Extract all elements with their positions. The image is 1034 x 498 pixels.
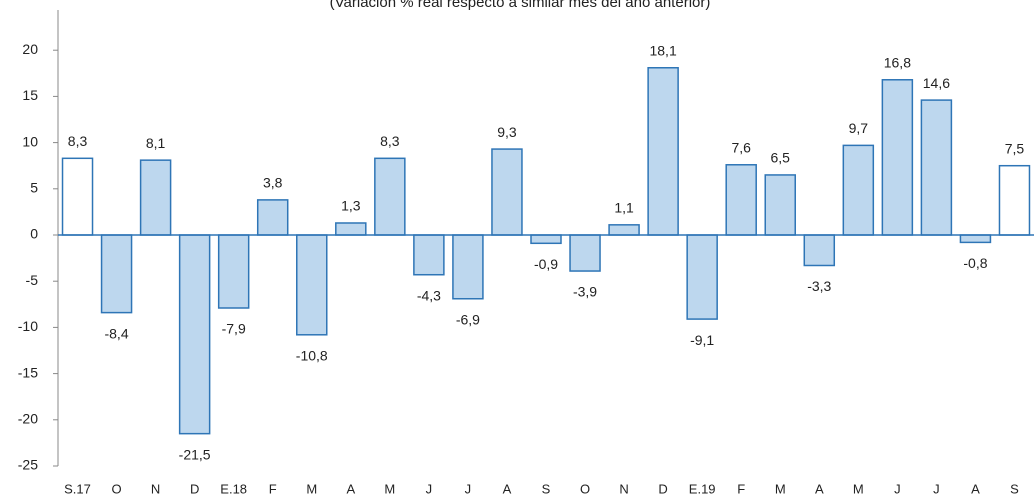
value-label: -3,3 [807, 278, 831, 294]
x-tick-label: N [619, 481, 628, 496]
value-label: 16,8 [884, 54, 911, 70]
x-tick-label: E.19 [689, 481, 716, 496]
bar [803, 234, 836, 267]
x-tick-label: F [737, 481, 745, 496]
bar [178, 234, 211, 435]
y-tick-label: 20 [22, 41, 38, 57]
bar [217, 234, 250, 309]
bar [959, 234, 992, 244]
bar [686, 234, 718, 320]
value-label: 7,5 [1005, 140, 1025, 156]
value-label: 6,5 [771, 150, 791, 166]
bar [452, 234, 484, 300]
value-label: 9,3 [497, 124, 517, 140]
bar [139, 159, 172, 236]
x-tick-label: A [971, 481, 980, 496]
value-label: -6,9 [456, 311, 480, 327]
value-label: -0,8 [963, 255, 987, 271]
value-label: 18,1 [649, 42, 676, 58]
bar [296, 234, 328, 336]
bar [491, 148, 523, 236]
y-tick-label: 0 [30, 226, 38, 242]
bar [647, 67, 679, 236]
value-label: 9,7 [849, 120, 869, 136]
x-tick-label: A [503, 481, 512, 496]
x-tick-label: D [658, 481, 667, 496]
bar [569, 234, 601, 272]
x-tick-label: S [1010, 481, 1019, 496]
x-tick-label: D [190, 481, 199, 496]
x-tick-label: S [542, 481, 551, 496]
bar [100, 234, 133, 314]
x-tick-label: O [580, 481, 590, 496]
x-tick-label: J [426, 481, 433, 496]
bar [842, 144, 875, 236]
x-tick-label: J [933, 481, 940, 496]
y-tick-label: 15 [22, 87, 38, 103]
value-label: -21,5 [179, 446, 211, 462]
x-tick-label: N [151, 481, 160, 496]
bar [374, 157, 406, 236]
x-tick-label: A [815, 481, 824, 496]
x-tick-label: M [853, 481, 864, 496]
chart-subtitle: (Variación % real respecto a similar mes… [330, 0, 711, 11]
bar [881, 79, 914, 236]
x-tick-label: J [894, 481, 901, 496]
value-label: 1,3 [341, 198, 361, 214]
y-tick-label: -15 [18, 364, 38, 380]
bar [764, 174, 796, 236]
bar [256, 199, 289, 236]
value-label: -9,1 [690, 332, 714, 348]
bar [998, 164, 1031, 236]
bar [413, 234, 445, 276]
value-label: 8,3 [380, 133, 400, 149]
value-label: -3,9 [573, 284, 597, 300]
y-tick-label: 5 [30, 180, 38, 196]
y-tick-label: -20 [18, 411, 38, 427]
value-label: 14,6 [923, 75, 950, 91]
y-tick-label: -25 [18, 457, 38, 473]
bar [530, 234, 562, 245]
value-label: -4,3 [417, 287, 441, 303]
x-tick-label: J [465, 481, 472, 496]
bar [61, 157, 94, 236]
value-label: -10,8 [296, 347, 328, 363]
value-label: 1,1 [614, 200, 634, 216]
value-label: -7,9 [222, 321, 246, 337]
x-tick-label: O [111, 481, 121, 496]
y-tick-label: -10 [18, 318, 38, 334]
value-label: 8,1 [146, 135, 166, 151]
bar [608, 224, 640, 236]
x-tick-label: F [269, 481, 277, 496]
bar [335, 222, 367, 236]
y-tick-label: 10 [22, 133, 38, 149]
value-label: -0,9 [534, 256, 558, 272]
bar [920, 99, 953, 236]
x-tick-label: M [384, 481, 395, 496]
x-tick-label: S.17 [64, 481, 91, 496]
x-tick-label: E.18 [220, 481, 247, 496]
bar [725, 164, 757, 236]
x-tick-label: M [775, 481, 786, 496]
value-label: -8,4 [104, 325, 128, 341]
value-label: 7,6 [731, 139, 751, 155]
value-label: 8,3 [68, 133, 88, 149]
x-tick-label: M [306, 481, 317, 496]
x-tick-label: A [346, 481, 355, 496]
y-tick-label: -5 [26, 272, 39, 288]
value-label: 3,8 [263, 175, 283, 191]
